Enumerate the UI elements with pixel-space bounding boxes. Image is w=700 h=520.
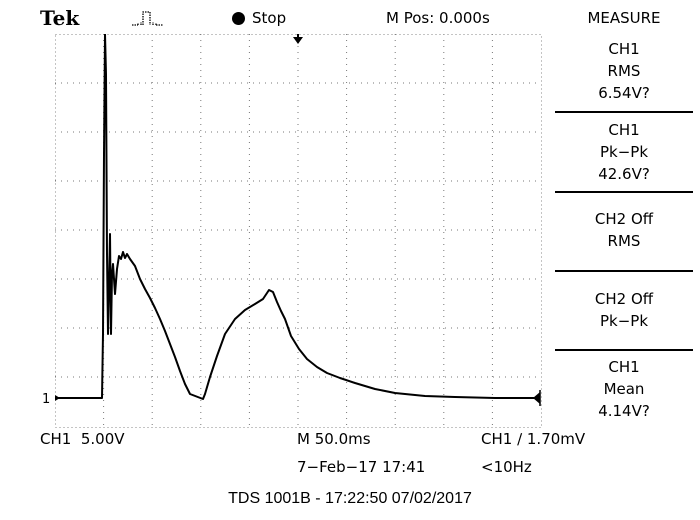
panel-source: CH2 Off — [594, 290, 654, 308]
ground-level-arrow-icon — [55, 395, 60, 401]
measure-panel-ch1-mean[interactable]: CH1 Mean 4.14V? — [554, 356, 694, 422]
trigger-level-arrow-icon — [533, 392, 540, 404]
panel-divider — [555, 270, 693, 272]
panel-source: CH1 — [608, 121, 640, 139]
panel-source: CH1 — [608, 358, 640, 376]
measure-panel-ch2-rms[interactable]: CH2 Off RMS — [554, 208, 694, 252]
ch1-volts-per-div: CH1 5.00V — [40, 430, 125, 448]
horizontal-position: M Pos: 0.000s — [386, 9, 490, 27]
stop-dot-icon — [232, 12, 245, 25]
measure-panel-ch1-rms[interactable]: CH1 RMS 6.54V? — [554, 38, 694, 104]
panel-divider — [555, 111, 693, 113]
trigger-position-arrow-icon — [293, 34, 303, 44]
date-time-readout: 7−Feb−17 17:41 — [297, 458, 426, 476]
panel-type: RMS — [607, 232, 641, 250]
panel-type: RMS — [607, 62, 641, 80]
brand-logo: Tek — [40, 6, 80, 30]
panel-source: CH2 Off — [594, 210, 654, 228]
panel-value: 4.14V? — [598, 402, 650, 420]
measure-panel-ch2-pkpk[interactable]: CH2 Off Pk−Pk — [554, 288, 694, 332]
panel-value: 42.6V? — [598, 165, 650, 183]
trigger-readout: CH1 ∕ 1.70mV — [481, 430, 586, 448]
graticule-border — [55, 34, 542, 428]
panel-divider — [555, 191, 693, 193]
ch1-trace — [55, 34, 534, 400]
image-caption: TDS 1001B - 17:22:50 07/02/2017 — [228, 490, 472, 507]
acquisition-envelope-icon — [132, 11, 163, 26]
panel-divider — [555, 349, 693, 351]
graticule — [55, 34, 541, 428]
channel-1-ground-marker: 1 — [42, 392, 51, 407]
waveform-display — [55, 34, 542, 428]
measure-menu-title[interactable]: MEASURE — [587, 9, 661, 27]
measure-panel-ch1-pkpk[interactable]: CH1 Pk−Pk 42.6V? — [554, 119, 694, 185]
panel-type: Pk−Pk — [599, 312, 649, 330]
timebase-readout: M 50.0ms — [297, 430, 371, 448]
panel-value: 6.54V? — [598, 84, 650, 102]
trigger-frequency-readout: <10Hz — [481, 458, 532, 476]
panel-type: Mean — [603, 380, 645, 398]
run-state: Stop — [252, 9, 287, 27]
panel-type: Pk−Pk — [599, 143, 649, 161]
panel-source: CH1 — [608, 40, 640, 58]
